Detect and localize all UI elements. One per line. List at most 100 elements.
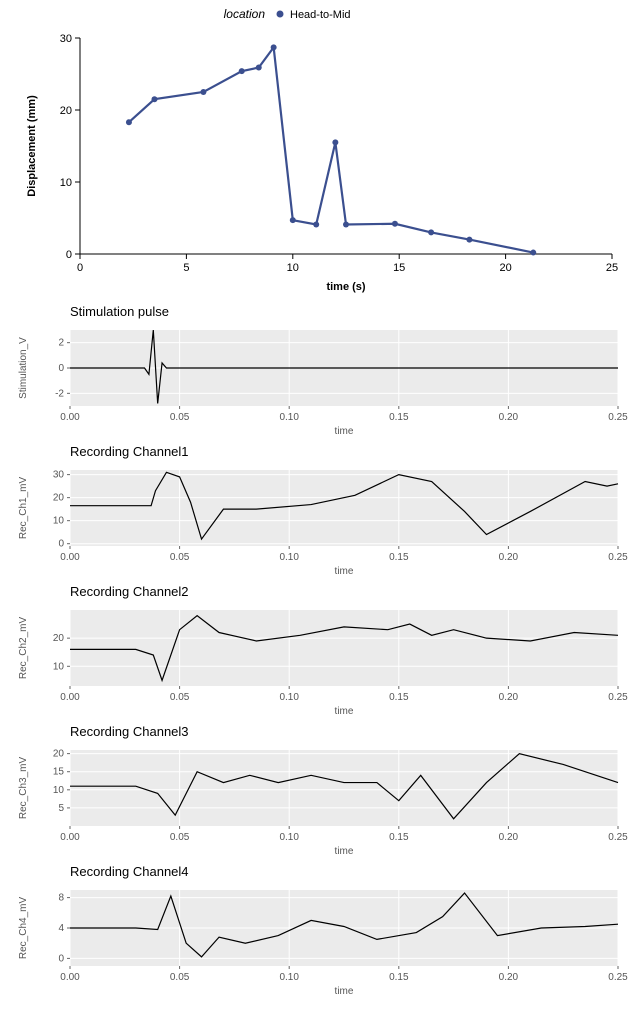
legend: location Head-to-Mid bbox=[224, 8, 351, 21]
series-point bbox=[239, 68, 245, 74]
y-tick-label: 2 bbox=[58, 338, 64, 349]
x-axis-label: time bbox=[335, 986, 354, 997]
strip-chart: Stimulation pulse 0.00 0.05 0.10 0.15 0.20 0.2… bbox=[8, 298, 632, 438]
x-tick-label: 0.00 bbox=[60, 692, 80, 703]
x-tick-label: 0.25 bbox=[608, 832, 628, 843]
y-tick-label: 30 bbox=[53, 470, 65, 481]
displacement-chart: location Head-to-Mid 0 5 10 15 20 25 0 10 20 30 time… bbox=[8, 8, 632, 298]
legend-title: location bbox=[224, 8, 266, 21]
y-axis-label: Displacement (mm) bbox=[26, 95, 38, 197]
strip-chart: Recording Channel1 0.00 0.05 0.10 0.15 0.20 0.… bbox=[8, 438, 632, 578]
strip-title: Recording Channel4 bbox=[70, 864, 189, 879]
y-tick-label: 0 bbox=[58, 539, 64, 550]
y-tick-label: 0 bbox=[58, 363, 64, 374]
x-tick-label: 0.25 bbox=[608, 412, 628, 423]
series-point bbox=[256, 65, 262, 71]
y-tick-label: 20 bbox=[60, 105, 72, 117]
legend-marker bbox=[277, 11, 284, 18]
series-point bbox=[126, 119, 132, 125]
series-point bbox=[271, 44, 277, 50]
x-axis-label: time bbox=[335, 566, 354, 577]
x-tick-label: 0.10 bbox=[279, 552, 299, 563]
plot-area bbox=[70, 610, 618, 686]
y-tick-label: 0 bbox=[58, 953, 64, 964]
y-tick-label: 8 bbox=[58, 893, 64, 904]
y-tick-label: 20 bbox=[53, 749, 65, 760]
x-tick-label: 0.10 bbox=[279, 972, 299, 983]
legend-item-label: Head-to-Mid bbox=[290, 9, 351, 21]
x-tick-label: 25 bbox=[606, 262, 618, 274]
x-tick-label: 15 bbox=[393, 262, 405, 274]
x-tick-label: 0.20 bbox=[499, 412, 519, 423]
x-tick-label: 10 bbox=[287, 262, 299, 274]
x-tick-label: 0.05 bbox=[170, 412, 190, 423]
x-tick-label: 0.00 bbox=[60, 832, 80, 843]
x-tick-label: 0.05 bbox=[170, 692, 190, 703]
x-tick-label: 0.20 bbox=[499, 972, 519, 983]
x-tick-label: 0.10 bbox=[279, 412, 299, 423]
x-tick-label: 0.05 bbox=[170, 972, 190, 983]
x-tick-label: 0.05 bbox=[170, 552, 190, 563]
x-tick-label: 0.00 bbox=[60, 552, 80, 563]
plot-area bbox=[70, 750, 618, 826]
y-tick-label: 10 bbox=[60, 177, 72, 189]
y-tick-label: 0 bbox=[66, 249, 72, 261]
strip-title: Recording Channel1 bbox=[70, 444, 189, 459]
y-tick-label: 20 bbox=[53, 633, 65, 644]
series-point bbox=[392, 221, 398, 227]
y-axis-label: Rec_Ch3_mV bbox=[18, 757, 29, 820]
series-point bbox=[332, 139, 338, 145]
series-point bbox=[151, 96, 157, 102]
x-tick-label: 0.20 bbox=[499, 832, 519, 843]
y-tick-label: 30 bbox=[60, 33, 72, 45]
strip-title: Stimulation pulse bbox=[70, 304, 169, 319]
x-axis-label: time (s) bbox=[326, 281, 365, 293]
series-point bbox=[530, 250, 536, 256]
y-tick-label: 10 bbox=[53, 516, 65, 527]
x-tick-label: 0.25 bbox=[608, 552, 628, 563]
x-tick-label: 0.00 bbox=[60, 412, 80, 423]
strip-title: Recording Channel2 bbox=[70, 584, 189, 599]
series-point bbox=[466, 237, 472, 243]
y-tick-label: 10 bbox=[53, 661, 65, 672]
x-tick-label: 0.15 bbox=[389, 832, 409, 843]
strip-charts-container: Stimulation pulse 0.00 0.05 0.10 0.15 0.20 0.2… bbox=[8, 298, 632, 998]
x-tick-label: 0.25 bbox=[608, 972, 628, 983]
strip-chart: Recording Channel3 0.00 0.05 0.10 0.15 0.20 0.… bbox=[8, 718, 632, 858]
y-axis-label: Rec_Ch4_mV bbox=[18, 897, 29, 960]
strip-title: Recording Channel3 bbox=[70, 724, 189, 739]
x-tick-label: 0.15 bbox=[389, 412, 409, 423]
x-tick-label: 0.05 bbox=[170, 832, 190, 843]
series-point bbox=[428, 229, 434, 235]
strip-chart: Recording Channel4 0.00 0.05 0.10 0.15 0.20 0.… bbox=[8, 858, 632, 998]
y-axis-label: Rec_Ch2_mV bbox=[18, 617, 29, 680]
y-tick-label: 15 bbox=[53, 767, 65, 778]
x-tick-label: 0.20 bbox=[499, 552, 519, 563]
y-tick-label: -2 bbox=[55, 388, 64, 399]
y-axis-label: Stimulation_V bbox=[18, 337, 29, 399]
y-tick-label: 20 bbox=[53, 493, 65, 504]
y-tick-label: 4 bbox=[58, 923, 64, 934]
x-tick-label: 0.00 bbox=[60, 972, 80, 983]
x-axis-label: time bbox=[335, 706, 354, 717]
x-tick-label: 0.10 bbox=[279, 692, 299, 703]
x-tick-label: 0.15 bbox=[389, 692, 409, 703]
y-axis-label: Rec_Ch1_mV bbox=[18, 477, 29, 540]
x-tick-label: 0.10 bbox=[279, 832, 299, 843]
x-axis-label: time bbox=[335, 426, 354, 437]
series-point bbox=[200, 89, 206, 95]
series-point bbox=[313, 221, 319, 227]
y-tick-label: 5 bbox=[58, 803, 64, 814]
strip-chart: Recording Channel2 0.00 0.05 0.10 0.15 0.20 0.… bbox=[8, 578, 632, 718]
x-tick-label: 0.15 bbox=[389, 972, 409, 983]
series-point bbox=[290, 217, 296, 223]
x-tick-label: 0.15 bbox=[389, 552, 409, 563]
x-tick-label: 0 bbox=[77, 262, 83, 274]
x-tick-label: 0.20 bbox=[499, 692, 519, 703]
x-tick-label: 5 bbox=[183, 262, 189, 274]
x-tick-label: 0.25 bbox=[608, 692, 628, 703]
series-point bbox=[343, 221, 349, 227]
x-tick-label: 20 bbox=[499, 262, 511, 274]
y-tick-label: 10 bbox=[53, 785, 65, 796]
x-axis-label: time bbox=[335, 846, 354, 857]
